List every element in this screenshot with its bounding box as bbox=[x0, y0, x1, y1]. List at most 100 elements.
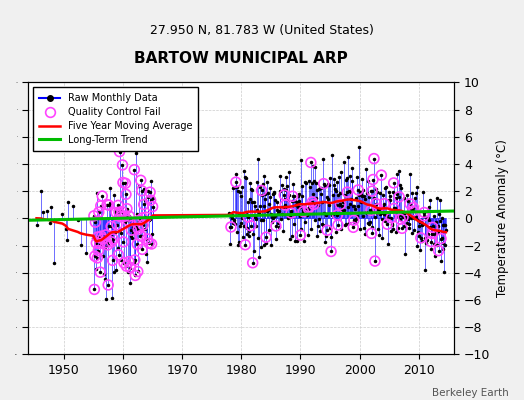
Point bbox=[116, 214, 125, 220]
Point bbox=[262, 234, 270, 240]
Point bbox=[420, 209, 429, 216]
Point bbox=[367, 230, 376, 237]
Point bbox=[115, 148, 124, 155]
Point bbox=[90, 213, 98, 219]
Point bbox=[95, 240, 104, 247]
Point bbox=[368, 188, 376, 194]
Legend: Raw Monthly Data, Quality Control Fail, Five Year Moving Average, Long-Term Tren: Raw Monthly Data, Quality Control Fail, … bbox=[33, 87, 199, 151]
Point bbox=[91, 219, 100, 225]
Point bbox=[429, 224, 437, 230]
Point bbox=[146, 189, 154, 195]
Point bbox=[409, 204, 418, 211]
Point bbox=[125, 213, 134, 219]
Point bbox=[138, 246, 146, 252]
Point bbox=[396, 216, 405, 222]
Point bbox=[370, 155, 378, 162]
Point bbox=[96, 202, 105, 209]
Y-axis label: Temperature Anomaly (°C): Temperature Anomaly (°C) bbox=[496, 140, 509, 297]
Point bbox=[227, 224, 235, 230]
Point bbox=[304, 205, 313, 212]
Point bbox=[137, 177, 145, 184]
Point bbox=[287, 210, 296, 216]
Point bbox=[134, 268, 142, 275]
Point bbox=[107, 223, 115, 230]
Point bbox=[115, 209, 123, 216]
Point bbox=[246, 222, 255, 229]
Point bbox=[336, 201, 345, 208]
Point bbox=[148, 204, 157, 210]
Point bbox=[121, 180, 129, 186]
Point bbox=[146, 197, 155, 203]
Point bbox=[380, 200, 388, 207]
Point bbox=[126, 264, 135, 271]
Point bbox=[299, 208, 308, 215]
Point bbox=[104, 242, 112, 248]
Point bbox=[97, 233, 105, 239]
Point bbox=[95, 209, 103, 215]
Point bbox=[371, 258, 379, 264]
Point bbox=[390, 205, 398, 212]
Point bbox=[112, 209, 121, 216]
Point bbox=[131, 272, 139, 279]
Point bbox=[102, 232, 110, 238]
Point bbox=[91, 253, 99, 259]
Point bbox=[94, 247, 103, 254]
Text: Berkeley Earth: Berkeley Earth bbox=[432, 388, 508, 398]
Point bbox=[122, 191, 130, 198]
Point bbox=[248, 260, 257, 266]
Point bbox=[135, 217, 144, 224]
Point bbox=[118, 162, 127, 168]
Point bbox=[257, 187, 266, 194]
Point bbox=[138, 214, 147, 221]
Point bbox=[280, 192, 288, 198]
Point bbox=[389, 180, 398, 186]
Point bbox=[374, 206, 382, 212]
Point bbox=[113, 222, 121, 228]
Point bbox=[406, 201, 414, 207]
Point bbox=[145, 240, 154, 246]
Point bbox=[114, 252, 123, 258]
Point bbox=[420, 213, 428, 219]
Point bbox=[119, 239, 128, 245]
Point bbox=[232, 179, 240, 185]
Point bbox=[130, 257, 139, 263]
Point bbox=[308, 199, 316, 205]
Point bbox=[349, 224, 357, 230]
Point bbox=[333, 212, 342, 218]
Point bbox=[109, 236, 117, 242]
Point bbox=[114, 202, 122, 208]
Point bbox=[98, 193, 106, 199]
Point bbox=[103, 201, 112, 208]
Point bbox=[343, 189, 352, 195]
Point bbox=[417, 235, 425, 241]
Point bbox=[281, 202, 289, 208]
Point bbox=[399, 214, 407, 220]
Point bbox=[143, 236, 151, 242]
Point bbox=[123, 206, 131, 212]
Point bbox=[124, 217, 132, 224]
Point bbox=[99, 236, 107, 242]
Point bbox=[121, 213, 129, 220]
Point bbox=[118, 208, 126, 215]
Point bbox=[367, 207, 375, 214]
Point bbox=[120, 260, 128, 266]
Point bbox=[327, 248, 335, 255]
Point bbox=[93, 255, 102, 261]
Point bbox=[310, 201, 318, 208]
Point bbox=[139, 222, 147, 228]
Point bbox=[137, 188, 146, 194]
Point bbox=[104, 202, 113, 208]
Point bbox=[369, 176, 377, 183]
Point bbox=[288, 193, 297, 200]
Point bbox=[428, 230, 436, 237]
Point bbox=[372, 200, 380, 207]
Point bbox=[323, 227, 331, 234]
Point bbox=[296, 232, 304, 238]
Point bbox=[147, 241, 156, 247]
Point bbox=[136, 217, 144, 223]
Point bbox=[241, 242, 249, 248]
Point bbox=[244, 214, 253, 220]
Point bbox=[271, 223, 280, 229]
Point bbox=[320, 180, 328, 187]
Point bbox=[133, 241, 141, 247]
